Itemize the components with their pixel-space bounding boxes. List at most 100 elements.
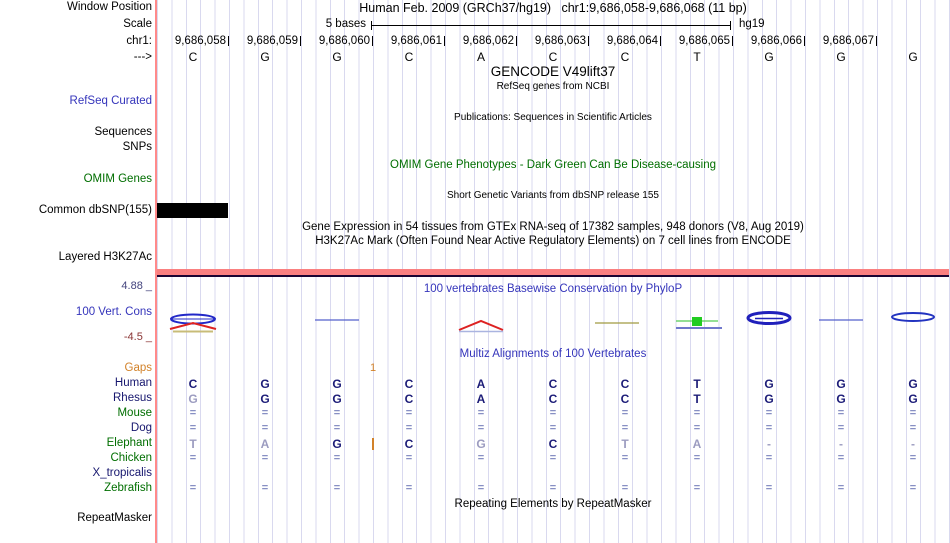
chromosome-label: chr1: <box>126 35 152 47</box>
alignment-base: G <box>908 377 918 391</box>
alignment-base: C <box>548 392 558 406</box>
alignment-base: = <box>189 407 197 419</box>
species-label-mouse[interactable]: Mouse <box>117 407 152 419</box>
track-label-refseq-curated[interactable]: RefSeq Curated <box>69 95 152 107</box>
alignment-base: G <box>260 392 270 406</box>
alignment-base: = <box>837 452 845 464</box>
alignment-base: = <box>405 482 413 494</box>
alignment-base: = <box>261 452 269 464</box>
alignment-base: = <box>765 452 773 464</box>
coordinate-tick <box>588 36 589 46</box>
alignment-base: = <box>621 422 629 434</box>
coordinate-label: 9,686,067 <box>822 35 874 47</box>
alignment-base: C <box>548 377 558 391</box>
track-title-gtex[interactable]: Gene Expression in 54 tissues from GTEx … <box>302 221 804 233</box>
alignment-base: = <box>405 452 413 464</box>
alignment-base: G <box>332 437 342 451</box>
alignment-base: T <box>693 392 701 406</box>
alignment-base: = <box>333 422 341 434</box>
insertion-marker <box>372 438 374 450</box>
species-label-rhesus[interactable]: Rhesus <box>113 392 152 404</box>
track-label-snps[interactable]: SNPs <box>122 141 152 153</box>
dbsnp-variant-box[interactable] <box>157 203 228 218</box>
alignment-base: = <box>261 482 269 494</box>
track-label-gaps[interactable]: Gaps <box>124 362 153 374</box>
h3k27ac-signal-bar[interactable] <box>157 269 949 277</box>
track-title-repeatmasker[interactable]: Repeating Elements by RepeatMasker <box>454 498 652 510</box>
coordinate-label: 9,686,066 <box>750 35 802 47</box>
scale-value: 5 bases <box>325 18 366 30</box>
track-title-dbsnp[interactable]: Short Genetic Variants from dbSNP releas… <box>447 190 659 201</box>
alignment-base: = <box>549 482 557 494</box>
reference-base: G <box>260 50 270 64</box>
reference-base: C <box>620 50 630 64</box>
track-title-publications[interactable]: Publications: Sequences in Scientific Ar… <box>454 112 652 123</box>
scale-bar <box>371 25 731 26</box>
alignment-base: = <box>333 482 341 494</box>
alignment-base: = <box>549 422 557 434</box>
alignment-base: = <box>333 452 341 464</box>
alignment-base: = <box>189 422 197 434</box>
reference-base: G <box>332 50 342 64</box>
conservation-track-graphic[interactable] <box>157 302 949 342</box>
species-label-human[interactable]: Human <box>114 377 152 389</box>
alignment-base: C <box>404 437 414 451</box>
alignment-base: = <box>765 482 773 494</box>
alignment-base: = <box>405 422 413 434</box>
species-label-x_tropicalis[interactable]: X_tropicalis <box>92 467 152 479</box>
conservation-glyph-shape <box>746 311 792 325</box>
track-label-dbsnp[interactable]: Common dbSNP(155) <box>38 204 152 216</box>
assembly-position-title: Human Feb. 2009 (GRCh37/hg19) chr1:9,686… <box>157 1 949 15</box>
conservation-glyph-shape <box>458 319 504 331</box>
reference-base: G <box>908 50 918 64</box>
track-title-omim[interactable]: OMIM Gene Phenotypes - Dark Green Can Be… <box>390 159 716 171</box>
coordinate-tick <box>300 36 301 46</box>
coordinate-label: 9,686,060 <box>318 35 370 47</box>
phylop-min-value: -4.5 _ <box>123 331 152 343</box>
coordinate-label: 9,686,059 <box>246 35 298 47</box>
reference-base: C <box>188 50 198 64</box>
alignment-base: = <box>909 407 917 419</box>
alignment-base: G <box>764 377 774 391</box>
coordinate-label: 9,686,065 <box>678 35 730 47</box>
alignment-base: = <box>837 482 845 494</box>
track-area-left-border <box>155 0 157 543</box>
coordinate-tick <box>372 36 373 46</box>
track-title-gencode[interactable]: GENCODE V49lift37 <box>490 64 616 79</box>
alignment-base: = <box>837 422 845 434</box>
track-title-h3k27ac[interactable]: H3K27Ac Mark (Often Found Near Active Re… <box>315 235 791 247</box>
species-label-chicken[interactable]: Chicken <box>110 452 152 464</box>
track-title-phylop[interactable]: 100 vertebrates Basewise Conservation by… <box>423 283 683 295</box>
alignment-base: = <box>909 422 917 434</box>
alignment-base: A <box>260 437 270 451</box>
gap-count: 1 <box>369 362 377 374</box>
alignment-base: = <box>189 452 197 464</box>
alignment-base: = <box>549 407 557 419</box>
track-title-multiz[interactable]: Multiz Alignments of 100 Vertebrates <box>459 348 647 360</box>
alignment-base: G <box>476 437 486 451</box>
track-label-h3k27ac[interactable]: Layered H3K27Ac <box>58 251 152 263</box>
alignment-base: G <box>836 377 846 391</box>
track-label-vert-cons[interactable]: 100 Vert. Cons <box>75 306 152 318</box>
species-label-zebrafish[interactable]: Zebrafish <box>104 482 152 494</box>
alignment-base: G <box>332 392 342 406</box>
reference-base: G <box>764 50 774 64</box>
alignment-base: = <box>477 452 485 464</box>
track-title-refseq[interactable]: RefSeq genes from NCBI <box>496 81 610 92</box>
track-label-sequences[interactable]: Sequences <box>94 126 152 138</box>
alignment-base: G <box>836 392 846 406</box>
alignment-base: = <box>189 482 197 494</box>
track-label-omim-genes[interactable]: OMIM Genes <box>83 173 152 185</box>
strand-arrow-label[interactable]: ---> <box>133 51 152 63</box>
alignment-base: = <box>261 422 269 434</box>
reference-base: T <box>693 50 701 64</box>
alignment-base: = <box>765 407 773 419</box>
track-label-repeatmasker[interactable]: RepeatMasker <box>77 512 152 524</box>
alignment-base: A <box>476 392 486 406</box>
conservation-glyph-shape <box>169 321 217 330</box>
species-label-elephant[interactable]: Elephant <box>106 437 152 449</box>
species-label-dog[interactable]: Dog <box>130 422 152 434</box>
alignment-base: = <box>693 407 701 419</box>
alignment-base: = <box>621 482 629 494</box>
